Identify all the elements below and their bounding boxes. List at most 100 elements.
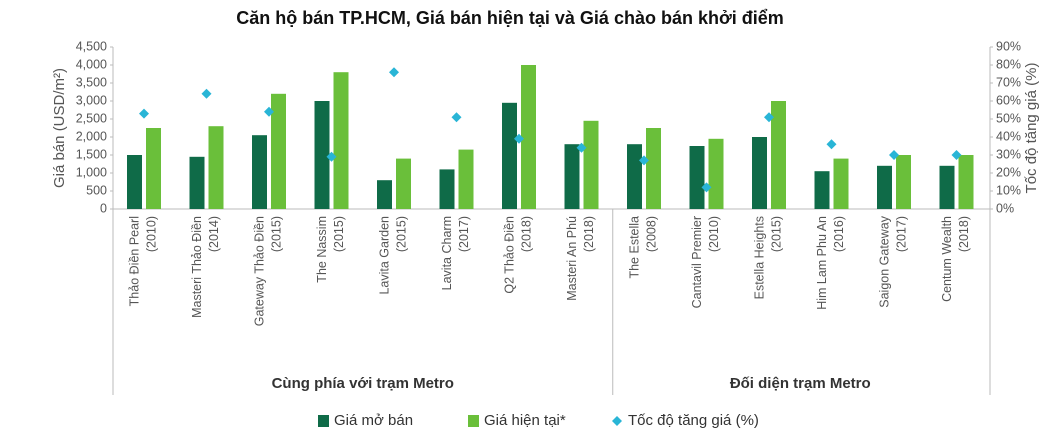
bar xyxy=(271,93,286,209)
diamond-marker xyxy=(764,112,774,123)
x-tick-label: (2015) xyxy=(269,216,283,252)
x-tick-label: (2017) xyxy=(457,216,471,252)
x-tick-label: Masteri Thảo Điền xyxy=(190,216,204,318)
y-tick-label: 4,500 xyxy=(76,39,107,53)
bar xyxy=(314,101,330,209)
x-tick-label: (2008) xyxy=(644,216,658,252)
diamond-marker xyxy=(514,133,524,144)
bar xyxy=(689,146,705,209)
y2-tick-label: 0% xyxy=(996,201,1014,215)
y-tick-label: 3,000 xyxy=(76,93,107,107)
x-tick-label: Masteri An Phú xyxy=(565,216,579,301)
y-tick-label: 1,000 xyxy=(76,165,107,179)
x-tick-label: (2018) xyxy=(519,216,533,252)
x-tick-label: (2018) xyxy=(582,216,596,252)
x-tick-label: Lavita Garden xyxy=(377,216,391,295)
y2-tick-label: 40% xyxy=(996,129,1021,143)
diamond-marker xyxy=(326,151,337,162)
x-tick-label: (2015) xyxy=(332,216,346,252)
legend-swatch xyxy=(318,415,329,427)
bar xyxy=(208,126,224,209)
bar xyxy=(833,158,849,209)
y2-axis-title: Tốc độ tăng giá (%) xyxy=(1023,63,1040,194)
diamond-marker xyxy=(264,106,274,117)
x-tick-label: (2014) xyxy=(207,216,221,252)
bar xyxy=(377,180,392,209)
x-tick-label: Lavita Charm xyxy=(440,216,454,290)
bar xyxy=(939,165,955,209)
x-tick-label: The Nassim xyxy=(315,216,329,283)
diamond-marker xyxy=(701,182,712,193)
y2-tick-label: 70% xyxy=(996,75,1021,89)
legend-swatch xyxy=(468,415,479,427)
diamond-marker xyxy=(201,88,212,99)
x-tick-label: (2010) xyxy=(144,216,158,252)
diamond-marker xyxy=(639,155,649,166)
bar xyxy=(958,155,974,209)
y2-tick-label: 90% xyxy=(996,39,1021,53)
diamond-marker xyxy=(576,142,587,153)
diamond-marker xyxy=(951,150,962,160)
bar xyxy=(896,155,911,209)
bar xyxy=(333,72,349,209)
diamond-marker xyxy=(889,150,899,160)
diamond-marker xyxy=(139,108,149,119)
bar xyxy=(814,171,830,209)
bar xyxy=(458,149,474,209)
bar xyxy=(127,155,142,209)
bar xyxy=(502,102,517,209)
y-tick-label: 0 xyxy=(100,201,107,215)
bar xyxy=(583,120,599,209)
bar xyxy=(146,128,161,209)
group-label: Cùng phía với trạm Metro xyxy=(272,375,454,392)
bar xyxy=(877,165,892,209)
y2-tick-label: 20% xyxy=(996,165,1021,179)
bar xyxy=(439,169,455,209)
y-tick-label: 1,500 xyxy=(76,147,107,161)
y-tick-label: 2,500 xyxy=(76,111,107,125)
y-tick-label: 2,000 xyxy=(76,129,107,143)
x-tick-label: (2015) xyxy=(769,216,783,252)
bar xyxy=(752,137,767,209)
bar xyxy=(252,135,267,209)
x-tick-label: The Estella xyxy=(627,216,641,279)
x-tick-label: Estella Heights xyxy=(752,216,766,299)
diamond-marker xyxy=(826,139,837,150)
x-tick-label: Gateway Thảo Điền xyxy=(252,216,266,326)
diamond-marker xyxy=(389,67,399,78)
x-tick-label: Centum Wealth xyxy=(940,216,954,302)
legend-swatch xyxy=(612,416,622,426)
x-tick-label: Thảo Điền Pearl xyxy=(127,216,141,306)
x-tick-label: Cantavil Premier xyxy=(690,216,704,308)
legend-label: Giá mở bán xyxy=(334,412,413,429)
bar xyxy=(627,144,642,209)
x-tick-label: (2016) xyxy=(832,216,846,252)
bar xyxy=(564,144,580,209)
bar xyxy=(396,158,411,209)
y2-tick-label: 50% xyxy=(996,111,1021,125)
x-tick-label: Q2 Thảo Điền xyxy=(502,216,516,294)
x-tick-label: Saigon Gateway xyxy=(877,215,891,307)
diamond-marker xyxy=(451,112,462,123)
y-tick-label: 3,500 xyxy=(76,75,107,89)
x-tick-label: (2015) xyxy=(394,216,408,252)
chart-title: Căn hộ bán TP.HCM, Giá bán hiện tại và G… xyxy=(236,8,784,28)
legend-label: Tốc độ tăng giá (%) xyxy=(628,412,759,429)
group-label: Đối diện trạm Metro xyxy=(730,375,871,392)
y-axis-title: Giá bán (USD/m²) xyxy=(51,68,68,188)
y2-tick-label: 80% xyxy=(996,57,1021,71)
x-tick-label: Him Lam Phu An xyxy=(815,216,829,310)
bar xyxy=(189,156,205,209)
y2-tick-label: 10% xyxy=(996,183,1021,197)
x-tick-label: (2010) xyxy=(707,216,721,252)
x-tick-label: (2018) xyxy=(957,216,971,252)
bar xyxy=(646,128,661,209)
bar xyxy=(771,101,786,209)
y2-tick-label: 60% xyxy=(996,93,1021,107)
legend-label: Giá hiện tại* xyxy=(484,412,566,429)
x-tick-label: (2017) xyxy=(894,216,908,252)
y2-tick-label: 30% xyxy=(996,147,1021,161)
y-tick-label: 4,000 xyxy=(76,57,107,71)
y-tick-label: 500 xyxy=(86,183,107,197)
